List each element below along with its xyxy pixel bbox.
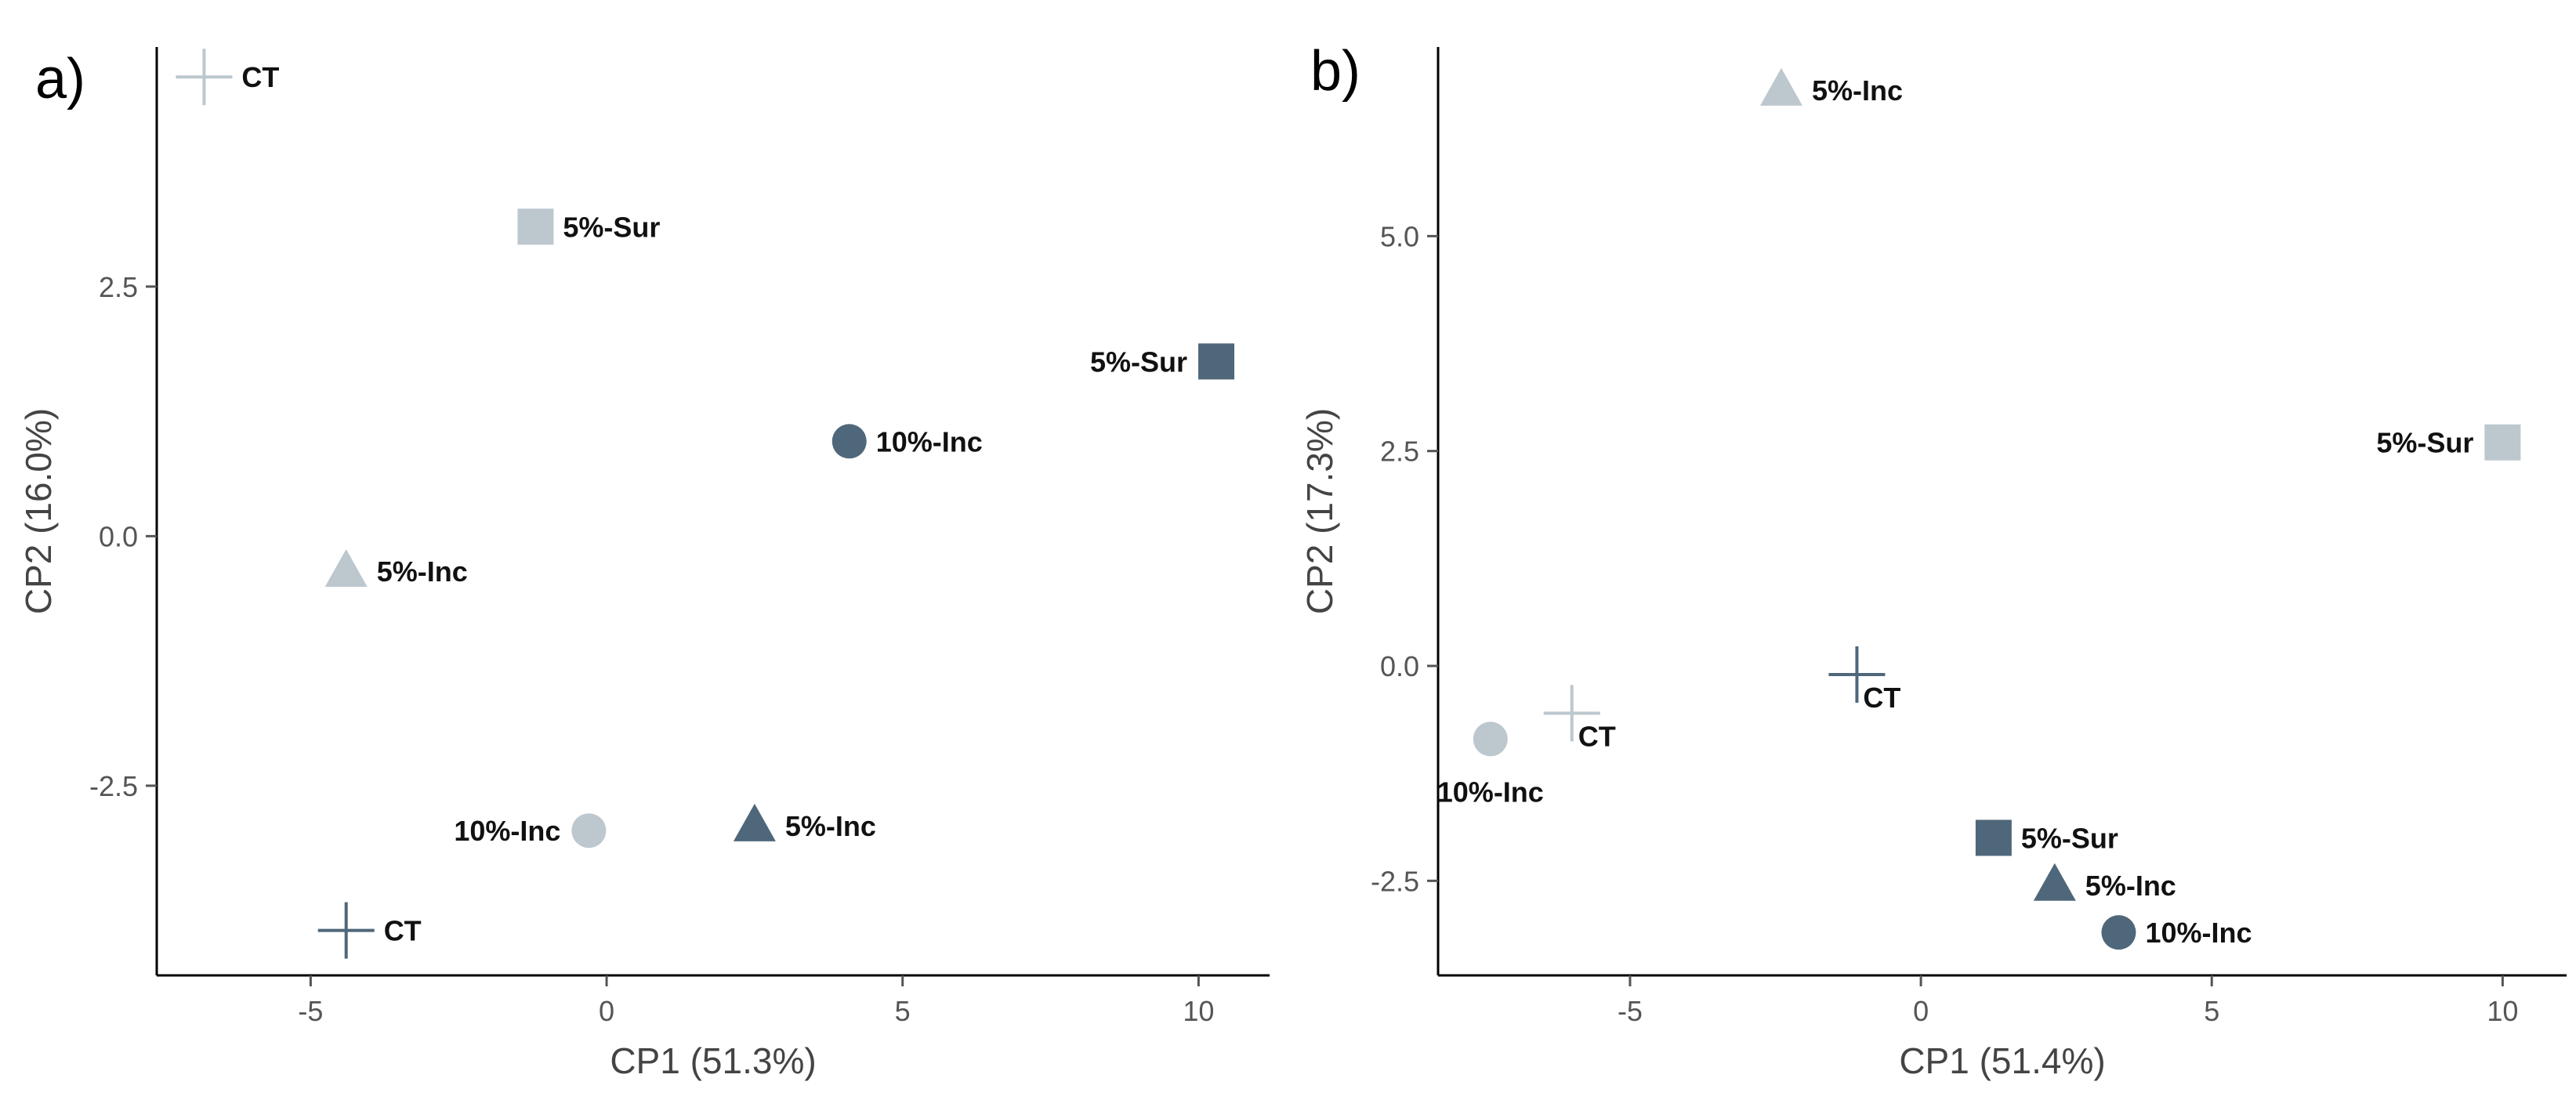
y-tick-label: 0.0 bbox=[99, 520, 138, 552]
y-tick-label: -2.5 bbox=[89, 770, 138, 802]
point-label: 10%-Inc bbox=[876, 425, 983, 458]
x-tick-label: 10 bbox=[2487, 995, 2518, 1027]
x-tick-label: -5 bbox=[298, 995, 323, 1027]
point-label: 10%-Inc bbox=[1437, 776, 1544, 808]
point-label: CT bbox=[1578, 720, 1616, 752]
point-label: 5%-Sur bbox=[2021, 822, 2118, 854]
point-label: 5%-Sur bbox=[1090, 345, 1187, 378]
point-label: 5%-Inc bbox=[785, 810, 876, 842]
point-label: 5%-Inc bbox=[377, 555, 468, 588]
panel-label: b) bbox=[1310, 40, 1360, 103]
x-axis-title: CP1 (51.4%) bbox=[1899, 1040, 2105, 1081]
point-label: CT bbox=[241, 61, 279, 93]
y-axis-title: CP2 (17.3%) bbox=[1299, 408, 1340, 614]
y-tick-label: 2.5 bbox=[99, 271, 138, 303]
panel-a: a) -5 0 5 10 -2.5 0.0 2.5 CP1 (51.3%) CP2 (16.0%)… bbox=[18, 47, 1270, 1081]
y-tick-label: 5.0 bbox=[1380, 220, 1419, 252]
y-tick-label: 0.0 bbox=[1380, 650, 1419, 682]
point-triangle bbox=[1759, 67, 1802, 106]
y-axis-title: CP2 (16.0%) bbox=[18, 408, 59, 614]
point-label: CT bbox=[1863, 682, 1900, 714]
point-square bbox=[517, 208, 554, 245]
x-tick-label: -5 bbox=[1618, 995, 1643, 1027]
point-circle bbox=[1473, 722, 1508, 757]
x-axis-title: CP1 (51.3%) bbox=[610, 1040, 816, 1081]
panel-label: a) bbox=[35, 48, 85, 110]
point-circle bbox=[571, 813, 607, 848]
point-circle bbox=[831, 424, 867, 459]
point-triangle bbox=[2033, 863, 2076, 901]
point-circle bbox=[2101, 915, 2136, 950]
panel-b: b) -5 0 5 10 -2.5 0.0 2.5 5.0 CP1 (51.4%) CP2 (17.… bbox=[1299, 40, 2567, 1081]
point-triangle bbox=[733, 803, 776, 841]
x-tick-label: 0 bbox=[599, 995, 614, 1027]
point-triangle bbox=[324, 548, 368, 587]
point-square bbox=[2484, 424, 2521, 461]
point-label: 10%-Inc bbox=[454, 815, 560, 847]
point-label: 5%-Inc bbox=[2085, 870, 2176, 902]
y-tick-label: 2.5 bbox=[1380, 436, 1419, 468]
point-label: 5%-Sur bbox=[2376, 427, 2473, 459]
point-square bbox=[1975, 819, 2012, 856]
y-tick-label: -2.5 bbox=[1371, 865, 1419, 897]
point-label: 10%-Inc bbox=[2145, 917, 2252, 949]
point-square bbox=[1198, 343, 1235, 380]
x-tick-label: 5 bbox=[895, 995, 911, 1027]
point-label: 5%-Sur bbox=[563, 211, 660, 243]
x-tick-label: 0 bbox=[1913, 995, 1929, 1027]
point-label: 5%-Inc bbox=[1812, 74, 1903, 107]
x-tick-label: 10 bbox=[1183, 995, 1214, 1027]
point-label: CT bbox=[384, 915, 422, 947]
x-tick-label: 5 bbox=[2204, 995, 2219, 1027]
